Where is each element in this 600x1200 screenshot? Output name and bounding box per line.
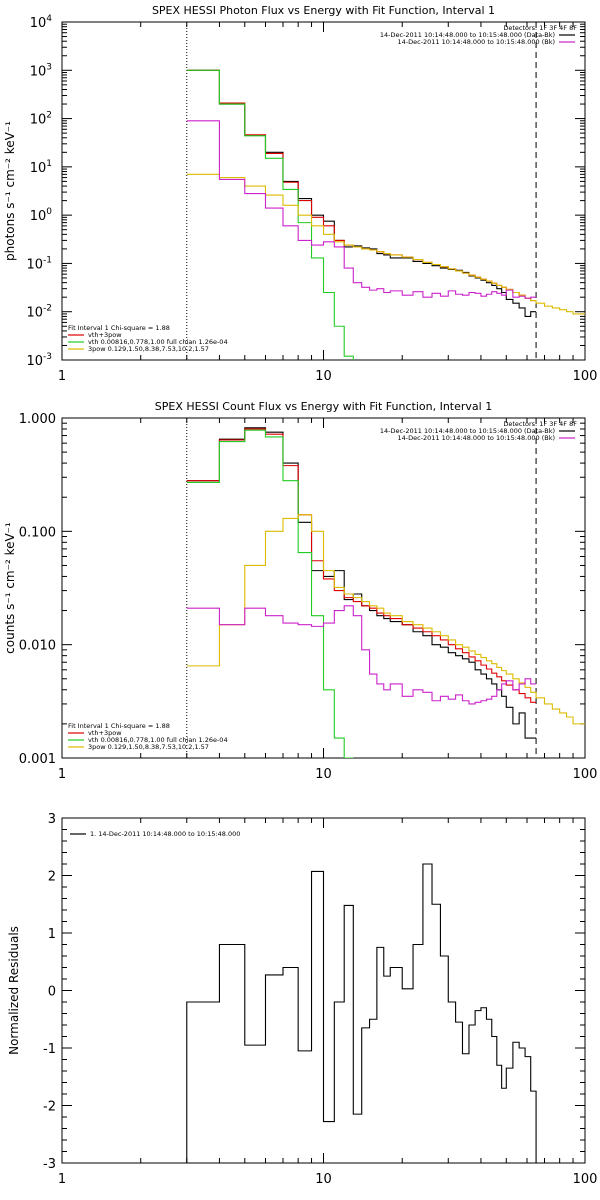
chart-1: SPEX HESSI Photon Flux vs Energy with Fi… bbox=[3, 4, 597, 384]
x-tick-label: 1 bbox=[58, 369, 66, 384]
fit-legend-entry: vth+3pow bbox=[88, 331, 122, 339]
y-tick-label: 0.100 bbox=[19, 525, 56, 540]
series-data-bk bbox=[186, 427, 537, 739]
y-tick-label: -3 bbox=[43, 1157, 56, 1172]
y-axis-label: counts s⁻¹ cm⁻² keV⁻¹ bbox=[3, 522, 17, 654]
y-tick-label: 0.010 bbox=[19, 639, 56, 654]
plot-area bbox=[186, 427, 585, 758]
x-tick-label: 10 bbox=[315, 767, 332, 782]
y-tick-label: 3 bbox=[48, 812, 56, 827]
fit-legend-entry: 3pow 0.129,1.50,8.38,7.53,10.2,1.57 bbox=[88, 345, 209, 353]
fit-legend-entry: vth+3pow bbox=[88, 729, 122, 737]
series-vth-3pow bbox=[186, 428, 537, 703]
chart-3: Normalized Residuals 1 10 100 -3 -2 -1 0 1 2 3 1. 1… bbox=[7, 812, 597, 1187]
detectors-legend-entry: 14-Dec-2011 10:14:48.000 to 10:15:48.000… bbox=[380, 427, 555, 435]
fit-legend-header: Fit Interval 1 Chi-square = 1.88 bbox=[68, 324, 170, 332]
fit-legend: Fit Interval 1 Chi-square = 1.88vth+3pow… bbox=[68, 722, 228, 751]
chart-2: SPEX HESSI Count Flux vs Energy with Fit… bbox=[3, 400, 597, 782]
detectors-legend-header: Detectors: 1F 3F 4F 8F bbox=[503, 24, 577, 32]
y-tick-label: 10-1 bbox=[26, 255, 52, 272]
y-tick-label: 102 bbox=[30, 111, 52, 128]
y-tick-label: -1 bbox=[43, 1042, 56, 1057]
y-tick-label: 10-2 bbox=[26, 304, 52, 321]
x-tick-label: 100 bbox=[573, 767, 598, 782]
detectors-legend-entry: 14-Dec-2011 10:14:48.000 to 10:15:48.000… bbox=[398, 434, 556, 442]
series-vth bbox=[186, 429, 354, 758]
detectors-legend-entry: 14-Dec-2011 10:14:48.000 to 10:15:48.000… bbox=[380, 31, 555, 39]
x-tick-label: 1 bbox=[58, 767, 66, 782]
fit-legend: Fit Interval 1 Chi-square = 1.88vth+3pow… bbox=[68, 324, 228, 353]
series-bk bbox=[186, 605, 537, 705]
y-ticks bbox=[62, 21, 585, 361]
y-tick-label: 1.000 bbox=[19, 412, 56, 427]
y-axis-label: photons s⁻¹ cm⁻² keV⁻¹ bbox=[3, 121, 17, 261]
x-ticks bbox=[61, 22, 574, 360]
x-tick-label: 10 bbox=[315, 369, 332, 384]
plot-area bbox=[186, 863, 537, 1163]
residual-legend-entry: 1. 14-Dec-2011 10:14:48.000 to 10:15:48.… bbox=[90, 830, 240, 838]
y-tick-label: 104 bbox=[30, 14, 53, 31]
series-vth bbox=[186, 69, 354, 360]
y-tick-label: 0 bbox=[48, 985, 56, 1000]
series-1-14-dec-2011-10-14-48-000-to-10-15-48-000 bbox=[186, 863, 537, 1163]
y-tick-label: 101 bbox=[30, 159, 52, 176]
y-tick-label: 103 bbox=[30, 62, 52, 79]
y-tick-label: 0.001 bbox=[19, 752, 56, 767]
y-axis-label: Normalized Residuals bbox=[7, 926, 21, 1055]
fit-legend-entry: 3pow 0.129,1.50,8.38,7.53,10.2,1.57 bbox=[88, 743, 209, 751]
x-tick-label: 100 bbox=[573, 1172, 598, 1187]
plot-frame bbox=[61, 21, 586, 361]
series-bk bbox=[186, 120, 537, 299]
y-tick-label: 2 bbox=[48, 870, 56, 885]
y-tick-label: 1 bbox=[48, 927, 56, 942]
plot-area bbox=[186, 69, 585, 360]
chart-title: SPEX HESSI Count Flux vs Energy with Fit… bbox=[155, 400, 492, 413]
x-tick-label: 100 bbox=[573, 369, 598, 384]
fit-legend-entry: vth 0.00816,0.778,1.00 full chian 1.26e-… bbox=[88, 338, 228, 346]
series-3pow bbox=[186, 514, 585, 725]
x-tick-label: 10 bbox=[315, 1172, 332, 1187]
x-ticks bbox=[61, 818, 574, 1163]
detectors-legend-header: Detectors: 1F 3F 4F 8F bbox=[503, 420, 577, 428]
x-ticks bbox=[61, 418, 574, 758]
y-tick-label: 100 bbox=[30, 207, 53, 224]
series-vth-3pow bbox=[186, 69, 537, 302]
y-tick-label: 10-3 bbox=[26, 352, 52, 369]
x-tick-label: 1 bbox=[58, 1172, 66, 1187]
plot-frame bbox=[61, 417, 586, 759]
detectors-legend-entry: 14-Dec-2011 10:14:48.000 to 10:15:48.000… bbox=[398, 38, 556, 46]
plot-frame bbox=[61, 817, 586, 1164]
residual-legend: 1. 14-Dec-2011 10:14:48.000 to 10:15:48.… bbox=[70, 830, 240, 838]
fit-legend-entry: vth 0.00816,0.778,1.00 full chian 1.26e-… bbox=[88, 736, 228, 744]
chart-title: SPEX HESSI Photon Flux vs Energy with Fi… bbox=[152, 4, 495, 17]
y-tick-label: -2 bbox=[43, 1100, 56, 1115]
fit-legend-header: Fit Interval 1 Chi-square = 1.88 bbox=[68, 722, 170, 730]
